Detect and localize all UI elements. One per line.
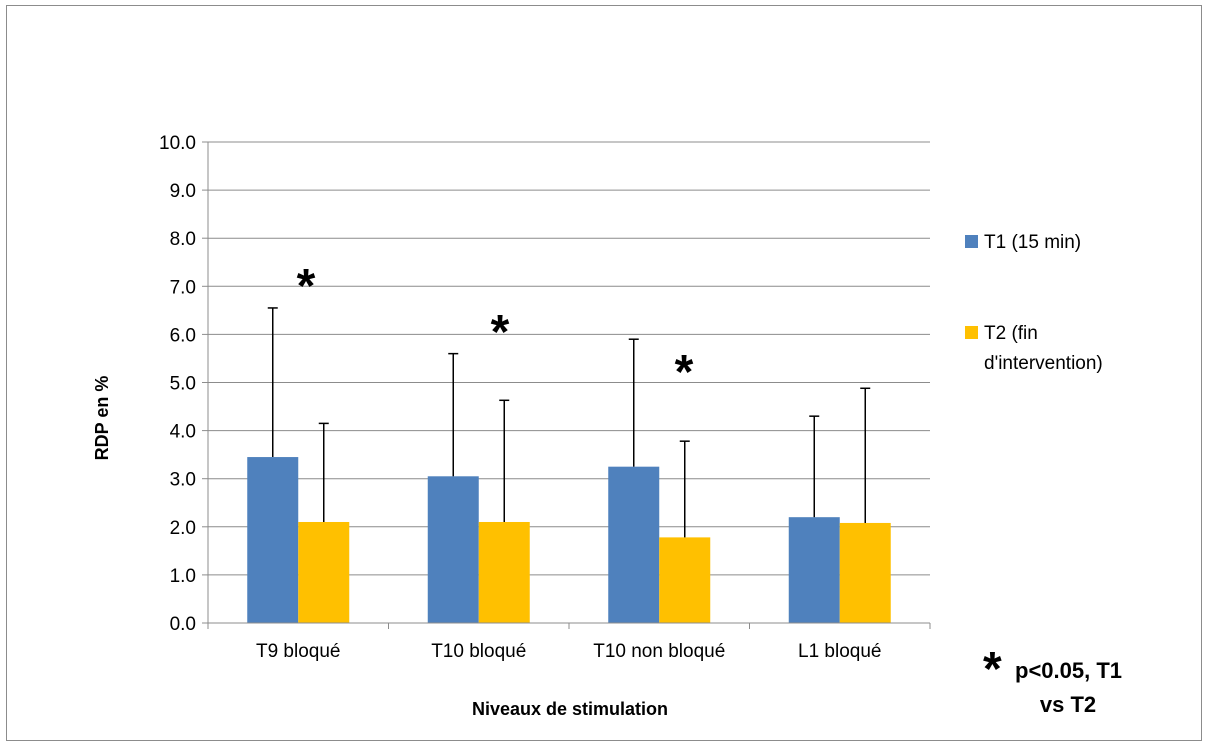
bar-t2	[659, 537, 711, 623]
y-tick-label: 6.0	[170, 325, 196, 346]
legend-swatch-t2	[965, 326, 978, 339]
chart-frame	[6, 5, 1202, 741]
y-tick-label: 4.0	[170, 422, 196, 443]
legend: T1 (15 min) T2 (fin d'intervention)	[965, 232, 1103, 374]
bar-t1	[247, 457, 299, 623]
x-tick-label: T10 non bloqué	[593, 641, 725, 662]
y-tick-label: 10.0	[159, 133, 196, 154]
y-tick-label: 1.0	[170, 566, 196, 587]
legend-label-t1: T1 (15 min)	[984, 232, 1081, 253]
x-tick-label: L1 bloqué	[798, 641, 881, 662]
y-tick-label: 5.0	[170, 374, 196, 395]
x-axis-ticks: T9 bloqué T10 bloqué T10 non bloqué L1 bloq…	[207, 623, 931, 662]
significance-star: *	[491, 306, 510, 359]
y-axis-title: RDP en %	[92, 376, 112, 461]
significance-note-star: *	[983, 643, 1002, 696]
y-axis-ticks: 0.0 1.0 2.0 3.0 4.0 5.0 6.0 7.0 8.0 9.0 10.0	[159, 133, 208, 635]
legend-label-t2: T2 (fin d'intervention)	[984, 323, 1103, 374]
y-tick-label: 0.0	[170, 614, 196, 635]
significance-note-line1: p<0.05, T1	[1015, 658, 1122, 683]
y-tick-label: 7.0	[170, 277, 196, 298]
bar-t1	[427, 476, 479, 623]
y-tick-label: 3.0	[170, 470, 196, 491]
bar-t2	[839, 522, 891, 623]
grid-lines	[208, 141, 930, 576]
legend-swatch-t1	[965, 235, 978, 248]
legend-label-t2-line2: d'intervention)	[984, 353, 1103, 374]
significance-star: *	[297, 260, 316, 313]
bar-t1	[788, 517, 840, 623]
bars	[247, 457, 891, 623]
error-bars	[267, 307, 871, 538]
x-tick-label: T9 bloqué	[256, 641, 341, 662]
legend-label-t2-line1: T2 (fin	[984, 323, 1038, 344]
y-tick-label: 2.0	[170, 518, 196, 539]
y-tick-label: 8.0	[170, 229, 196, 250]
bar-t2	[478, 521, 530, 623]
significance-markers: * * *	[297, 260, 694, 399]
y-tick-label: 9.0	[170, 181, 196, 202]
significance-star: *	[675, 346, 694, 399]
x-axis-title: Niveaux de stimulation	[472, 699, 668, 719]
bar-t2	[298, 521, 350, 623]
significance-note-line2: vs T2	[1040, 692, 1096, 717]
significance-note: * p<0.05, T1 vs T2	[983, 643, 1122, 717]
bar-t1	[608, 466, 660, 623]
x-tick-label: T10 bloqué	[431, 641, 526, 662]
